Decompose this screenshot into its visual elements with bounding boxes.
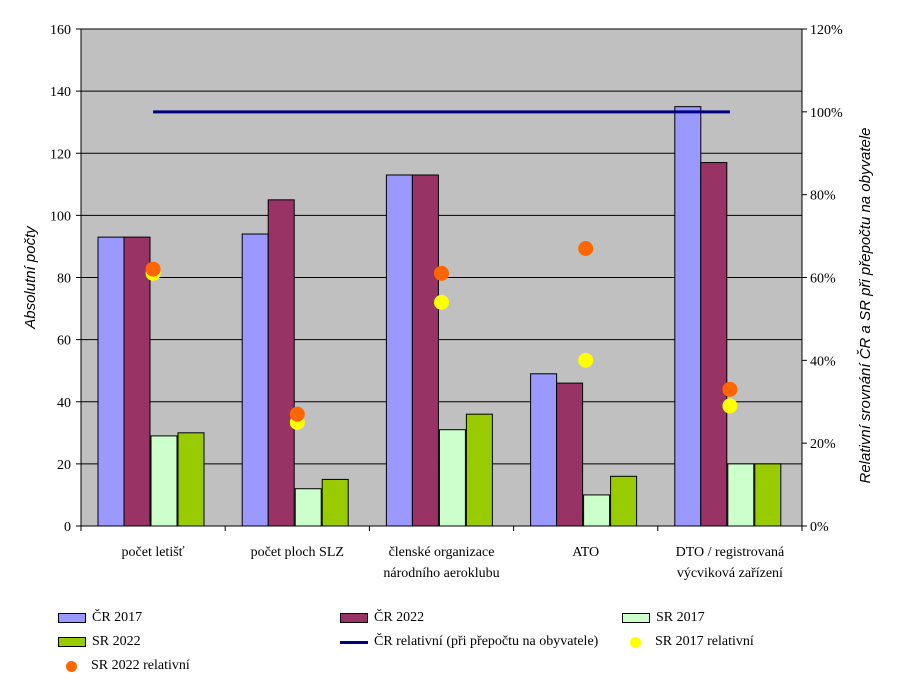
relative-point: [722, 398, 738, 414]
y-tick-label: 20: [57, 458, 71, 473]
y2-axis-label: Relativní srovnání ČR a SR při přepočtu …: [857, 127, 874, 483]
bar: [556, 382, 584, 527]
y-axis-label: Absolutní počty: [22, 225, 39, 330]
relative-point: [434, 265, 449, 281]
x-tick-label: DTO / registrovaná: [676, 545, 785, 560]
bar: [530, 373, 558, 527]
y-tick-label: 160: [50, 23, 71, 38]
relative-series: [145, 110, 738, 430]
y2-tick-label: 80%: [810, 189, 836, 204]
bar: [241, 233, 269, 527]
bar: [674, 106, 702, 527]
x-tick-label: výcviková zařízení: [677, 566, 783, 581]
bar: [385, 174, 413, 527]
y-tick-label: 0: [64, 520, 71, 535]
x-tick-label: národního aeroklubu: [383, 566, 499, 581]
bar: [321, 478, 349, 527]
bar: [610, 475, 638, 527]
y-tick-label: 40: [57, 396, 71, 411]
y-tick-label: 100: [50, 209, 71, 224]
bar: [294, 488, 322, 527]
y-tick-label: 120: [50, 147, 71, 162]
bar: [583, 494, 611, 527]
y2-tick-label: 100%: [810, 106, 843, 121]
y-tick-label: 140: [50, 85, 71, 100]
bar: [123, 236, 151, 527]
bar: [150, 435, 178, 527]
relative-point: [722, 381, 738, 397]
axes: 0 20 40 60 80 100 120 140 160 0% 20% 40% 60% 80% 100% 1…: [50, 23, 843, 581]
y-tick-label: 80: [57, 272, 71, 287]
x-tick-label: počet ploch SLZ: [251, 545, 344, 560]
bar: [411, 174, 439, 527]
y2-tick-label: 20%: [810, 437, 836, 452]
bar: [177, 432, 205, 527]
bars: [97, 106, 782, 527]
bar: [727, 463, 755, 527]
bar: [465, 413, 493, 527]
x-tick-label: počet letišť: [122, 545, 185, 560]
relative-point: [578, 352, 594, 368]
relative-point: [289, 406, 305, 422]
y2-tick-label: 40%: [810, 354, 836, 369]
bar: [700, 162, 728, 527]
relative-point: [145, 261, 161, 277]
x-tick-label: ATO: [572, 545, 599, 560]
y-tick-label: 60: [57, 334, 71, 349]
bar: [438, 429, 466, 527]
bar: [754, 463, 782, 527]
y2-tick-label: 120%: [810, 23, 843, 38]
relative-point: [434, 294, 449, 310]
y2-tick-label: 0%: [810, 520, 829, 535]
bar: [97, 236, 125, 527]
relative-point: [578, 241, 594, 257]
y2-tick-label: 60%: [810, 272, 836, 287]
bar: [267, 199, 295, 527]
x-tick-label: členské organizace: [389, 545, 495, 560]
